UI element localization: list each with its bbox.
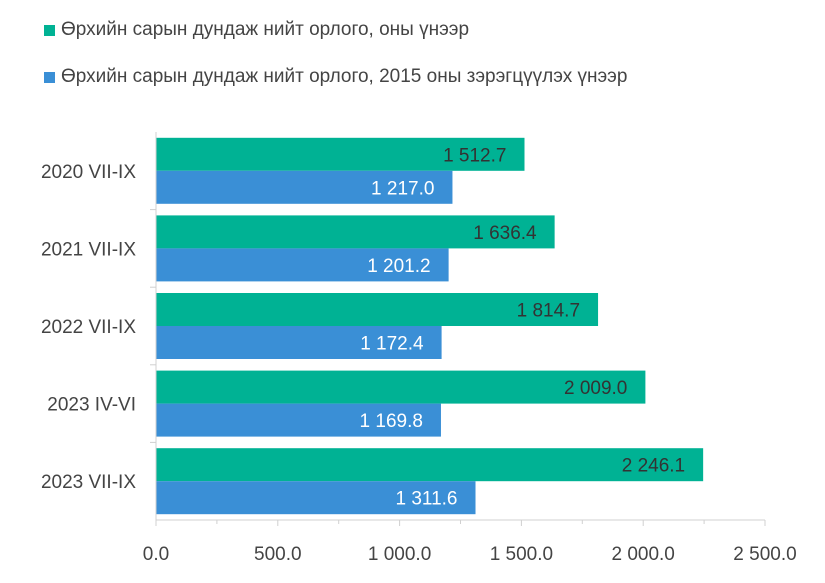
bar-real <box>156 326 442 359</box>
category-label: 2022 VII-IX <box>41 317 136 338</box>
data-label: 2 009.0 <box>564 378 627 399</box>
bar-nominal <box>156 448 704 482</box>
data-label: 1 512.7 <box>443 145 506 166</box>
legend-label-real: Өрхийн сарын дундаж нийт орлого, 2015 он… <box>61 66 628 87</box>
bar-real <box>156 481 476 515</box>
chart-legend: Өрхийн сарын дундаж нийт орлого, оны үнэ… <box>44 18 627 112</box>
bar-nominal <box>156 137 525 171</box>
bar-real <box>156 248 449 282</box>
data-label: 1 172.4 <box>360 334 424 355</box>
data-label: 1 217.0 <box>371 178 434 199</box>
legend-label-nominal: Өрхийн сарын дундаж нийт орлого, оны үнэ… <box>61 19 470 40</box>
category-label: 2023 VII-IX <box>41 472 136 493</box>
x-tick-label: 500.0 <box>254 544 302 565</box>
category-label: 2023 IV-VI <box>47 395 136 416</box>
x-tick-label: 0.0 <box>143 544 169 565</box>
data-label: 1 201.2 <box>367 256 430 277</box>
legend-item-real: Өрхийн сарын дундаж нийт орлого, 2015 он… <box>44 65 627 89</box>
bar-nominal <box>156 293 599 326</box>
x-tick-label: 1 000.0 <box>368 544 431 565</box>
category-label: 2020 VII-IX <box>41 162 136 183</box>
bar-nominal <box>156 370 646 404</box>
x-tick-label: 2 500.0 <box>733 544 796 565</box>
category-label: 2021 VII-IX <box>41 239 136 260</box>
bar-real <box>156 170 453 204</box>
bar-nominal <box>156 215 555 249</box>
legend-swatch-real <box>44 71 55 83</box>
legend-swatch-nominal <box>44 24 55 36</box>
bar-real <box>156 403 441 437</box>
x-tick-label: 2 000.0 <box>611 544 674 565</box>
data-label: 1 311.6 <box>396 489 458 510</box>
data-label: 1 169.8 <box>360 411 423 432</box>
data-label: 1 636.4 <box>473 223 537 244</box>
x-tick-label: 1 500.0 <box>490 544 553 565</box>
data-label: 1 814.7 <box>517 301 580 322</box>
data-label: 2 246.1 <box>622 456 685 477</box>
legend-item-nominal: Өрхийн сарын дундаж нийт орлого, оны үнэ… <box>44 18 627 42</box>
